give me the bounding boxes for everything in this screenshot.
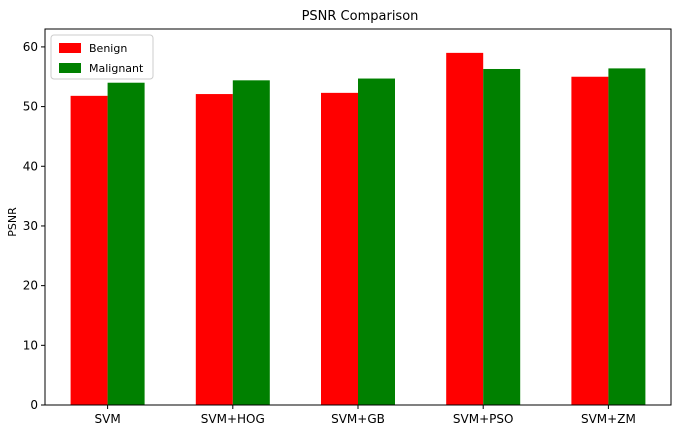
y-tick-label: 40 xyxy=(23,159,38,173)
bar-malignant-svm-pso xyxy=(483,69,520,405)
legend-label-benign: Benign xyxy=(89,42,127,55)
y-tick-label: 0 xyxy=(30,398,38,412)
x-tick-label: SVM+PSO xyxy=(453,412,514,426)
x-tick-label: SVM+ZM xyxy=(581,412,636,426)
bar-benign-svm xyxy=(71,96,108,405)
bar-benign-svm-hog xyxy=(196,94,233,405)
bar-benign-svm-pso xyxy=(446,53,483,405)
y-tick-label: 60 xyxy=(23,40,38,54)
bar-benign-svm-gb xyxy=(321,93,358,405)
x-tick-label: SVM xyxy=(95,412,121,426)
bars-group xyxy=(71,53,646,405)
y-tick-label: 30 xyxy=(23,219,38,233)
x-tick-label: SVM+HOG xyxy=(201,412,265,426)
y-tick-label: 10 xyxy=(23,338,38,352)
legend-label-malignant: Malignant xyxy=(89,62,144,75)
legend-swatch-malignant xyxy=(59,63,81,73)
y-tick-label: 50 xyxy=(23,100,38,114)
y-axis-label: PSNR xyxy=(6,207,19,237)
chart-title: PSNR Comparison xyxy=(302,9,419,24)
bar-malignant-svm-gb xyxy=(358,79,395,405)
x-tick-label: SVM+GB xyxy=(331,412,385,426)
legend: Benign Malignant xyxy=(51,35,153,79)
bar-malignant-svm xyxy=(108,83,145,405)
y-tick-label: 20 xyxy=(23,279,38,293)
legend-swatch-benign xyxy=(59,43,81,53)
bar-malignant-svm-hog xyxy=(233,80,270,405)
bar-malignant-svm-zm xyxy=(608,68,645,405)
bar-benign-svm-zm xyxy=(571,77,608,405)
